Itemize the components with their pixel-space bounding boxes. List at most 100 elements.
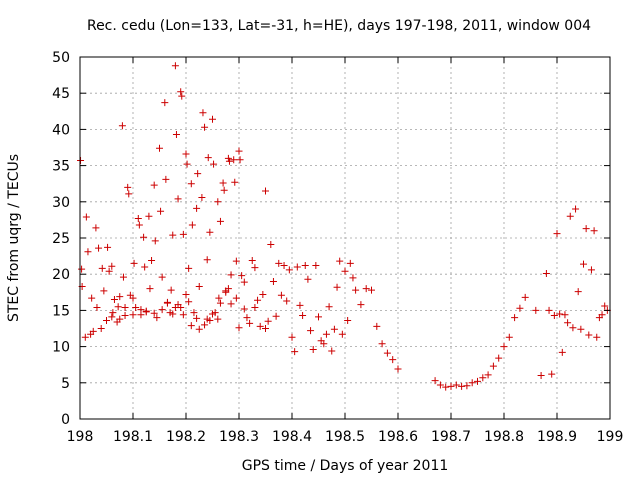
data-point — [161, 99, 169, 107]
data-point — [322, 330, 330, 338]
data-point — [587, 266, 595, 274]
data-point — [521, 293, 529, 301]
data-point — [272, 312, 280, 320]
data-point — [230, 156, 238, 164]
data-point — [436, 381, 444, 389]
x-tick-label: 198.5 — [325, 429, 365, 445]
data-point — [262, 325, 269, 332]
data-point — [309, 345, 317, 353]
data-point — [556, 310, 564, 318]
data-point — [82, 213, 90, 221]
data-point — [150, 181, 158, 189]
data-point — [593, 333, 601, 341]
data-point — [142, 307, 150, 315]
data-point — [248, 256, 256, 264]
data-point — [210, 160, 218, 168]
data-point — [293, 263, 301, 271]
data-point — [243, 314, 251, 322]
data-point — [121, 311, 129, 319]
data-point — [195, 283, 203, 291]
data-point — [373, 322, 381, 330]
data-point — [174, 195, 182, 203]
data-point — [116, 293, 124, 301]
data-point — [352, 286, 360, 294]
y-tick-label: 30 — [52, 195, 70, 211]
data-point — [232, 257, 240, 265]
data-point — [78, 265, 86, 273]
data-point — [299, 311, 307, 319]
data-point — [214, 315, 222, 323]
data-point — [216, 217, 224, 225]
data-point — [116, 315, 124, 323]
data-point — [505, 333, 513, 341]
data-point — [156, 144, 163, 152]
data-point — [447, 382, 455, 390]
data-point — [118, 122, 126, 130]
data-point — [137, 311, 145, 319]
axis-ticks — [79, 56, 611, 420]
x-tick-label: 198.1 — [113, 429, 153, 445]
data-point — [516, 304, 524, 312]
data-point — [190, 309, 198, 317]
data-point — [574, 288, 582, 296]
x-tick-label: 198.7 — [431, 429, 471, 445]
data-point — [254, 296, 262, 304]
data-point — [232, 294, 240, 302]
data-point — [148, 256, 156, 264]
data-point — [336, 257, 344, 265]
data-point — [145, 212, 153, 220]
data-point — [140, 233, 148, 241]
data-point — [383, 349, 391, 357]
data-point — [246, 319, 254, 327]
data-point — [240, 278, 248, 286]
data-point — [77, 157, 85, 165]
data-point — [177, 304, 185, 312]
data-point — [561, 311, 569, 319]
data-point — [452, 381, 460, 389]
data-point — [125, 190, 133, 198]
data-point — [201, 123, 209, 131]
data-point — [259, 290, 267, 298]
data-point — [199, 109, 207, 117]
data-point — [291, 348, 299, 356]
data-point — [328, 347, 336, 355]
data-point — [171, 62, 179, 70]
data-point — [598, 311, 606, 319]
data-point — [104, 243, 112, 251]
data-point — [172, 130, 180, 138]
data-point — [227, 271, 235, 279]
data-point — [301, 262, 309, 270]
data-point — [97, 325, 105, 332]
data-point — [585, 331, 593, 339]
data-point — [135, 221, 143, 229]
data-point — [222, 288, 230, 296]
data-point — [542, 269, 550, 277]
data-point — [251, 304, 259, 312]
data-point — [179, 311, 187, 319]
x-tick-labels: 198 198.1 198.2 198.3 198.4 198.5 198.6 198.7 19… — [67, 429, 624, 445]
data-point — [134, 214, 142, 222]
data-point — [346, 259, 354, 267]
data-point — [193, 204, 201, 212]
data-point — [121, 304, 129, 312]
data-point — [158, 306, 166, 314]
data-point — [569, 324, 577, 332]
data-point — [484, 371, 492, 379]
data-point — [130, 259, 138, 267]
x-tick-label: 198.9 — [537, 429, 577, 445]
data-point — [209, 115, 216, 123]
data-point — [357, 301, 365, 309]
data-point — [182, 150, 190, 158]
data-point — [479, 374, 487, 382]
x-tick-label: 198.3 — [219, 429, 259, 445]
data-point — [550, 311, 558, 319]
x-axis-title: GPS time / Days of year 2011 — [242, 458, 449, 474]
data-point — [163, 299, 171, 307]
x-tick-label: 198.2 — [166, 429, 206, 445]
y-tick-label: 15 — [52, 303, 70, 319]
data-point — [219, 179, 227, 187]
data-point — [89, 327, 97, 335]
data-point — [474, 377, 481, 385]
